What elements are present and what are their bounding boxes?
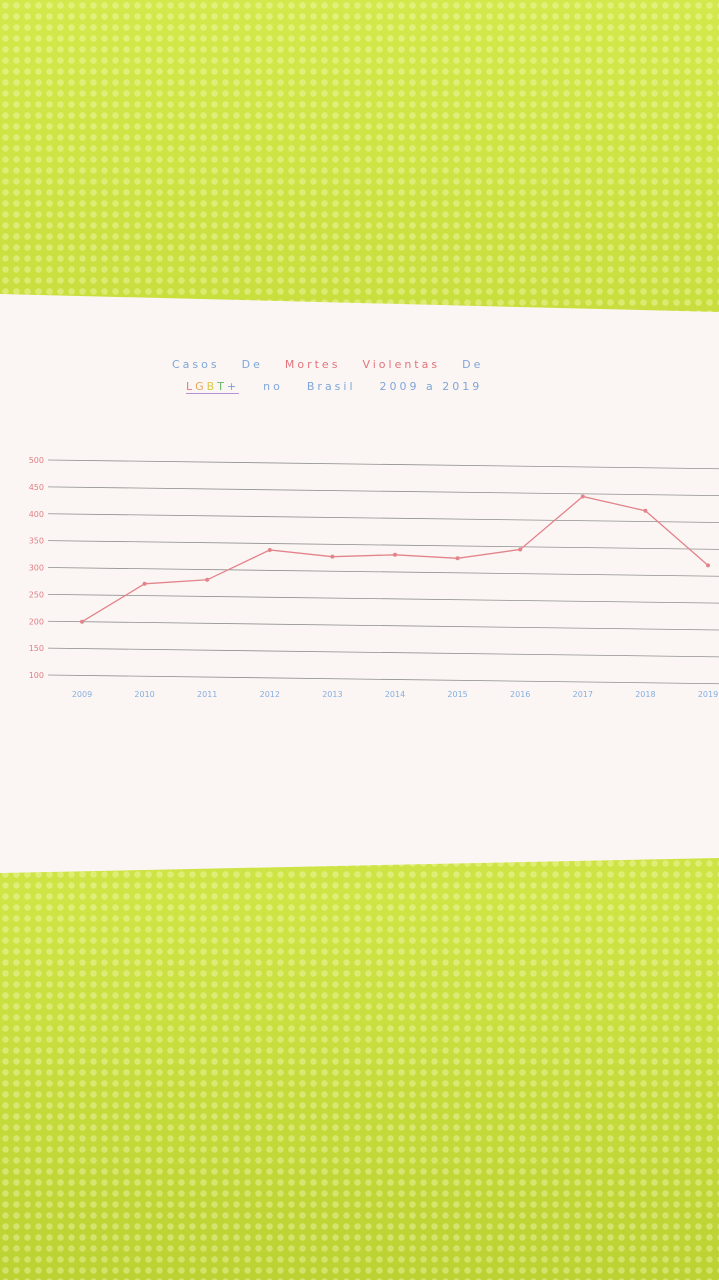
grid-lines [47,459,719,685]
grid-line [47,567,719,577]
grid-line [47,647,719,658]
subtitle-word-3: 2009 a 2019 [379,380,483,393]
x-tick-label: 2018 [635,690,655,699]
y-tick-label: 400 [29,510,44,519]
title-word-2: Mortes [284,358,341,371]
x-tick-label: 2014 [385,690,405,699]
data-point [455,556,460,561]
y-tick-label: 100 [29,671,44,680]
data-point [518,547,523,552]
x-tick-label: 2017 [573,690,593,699]
grid-line [47,593,719,604]
x-tick-label: 2019 [698,690,718,699]
chart-subtitle: LGBT+ no Brasil 2009 a 2019 [186,380,483,394]
grid-line [47,540,719,550]
y-tick-label: 150 [29,644,44,653]
title-word-0: Casos [172,358,220,371]
subtitle-word-2: Brasil [306,380,356,393]
y-axis-ticks: 100 150 200 250 300 350 400 450 500 [29,456,44,680]
data-point [142,581,147,586]
x-tick-label: 2009 [72,690,92,699]
y-tick-label: 450 [29,483,44,492]
grid-line [47,486,719,496]
x-tick-label: 2010 [134,690,154,699]
data-point [267,547,272,552]
y-tick-label: 300 [29,564,44,573]
x-tick-label: 2011 [197,690,217,699]
title-word-3: Violentas [362,358,441,371]
grid-line [47,674,719,685]
x-tick-label: 2015 [447,690,467,699]
data-point [80,619,84,624]
data-points [80,494,710,624]
grid-line [47,513,719,523]
x-tick-label: 2013 [322,690,342,699]
y-tick-label: 350 [29,537,44,546]
paper-sheet [0,294,719,873]
grid-line [47,459,719,470]
title-word-4: De [462,358,484,371]
subtitle-word-1: no [263,380,283,393]
y-tick-label: 500 [29,456,44,465]
y-tick-label: 200 [29,617,44,626]
grid-line [47,620,719,631]
x-axis-ticks: 2009 2010 2011 2012 2013 2014 2015 2016 2017 2018… [72,690,718,699]
chart-title: Casos De Mortes Violentas De [172,358,483,371]
x-tick-label: 2012 [260,690,280,699]
y-tick-label: 250 [29,590,44,599]
data-point [643,508,648,513]
title-word-1: De [241,358,263,371]
x-tick-label: 2016 [510,690,530,699]
data-point [706,563,710,568]
data-point [330,554,335,559]
subtitle-word-0: LGBT+ [186,380,240,394]
data-point [580,494,585,499]
data-point [205,577,210,582]
data-point [393,552,397,557]
